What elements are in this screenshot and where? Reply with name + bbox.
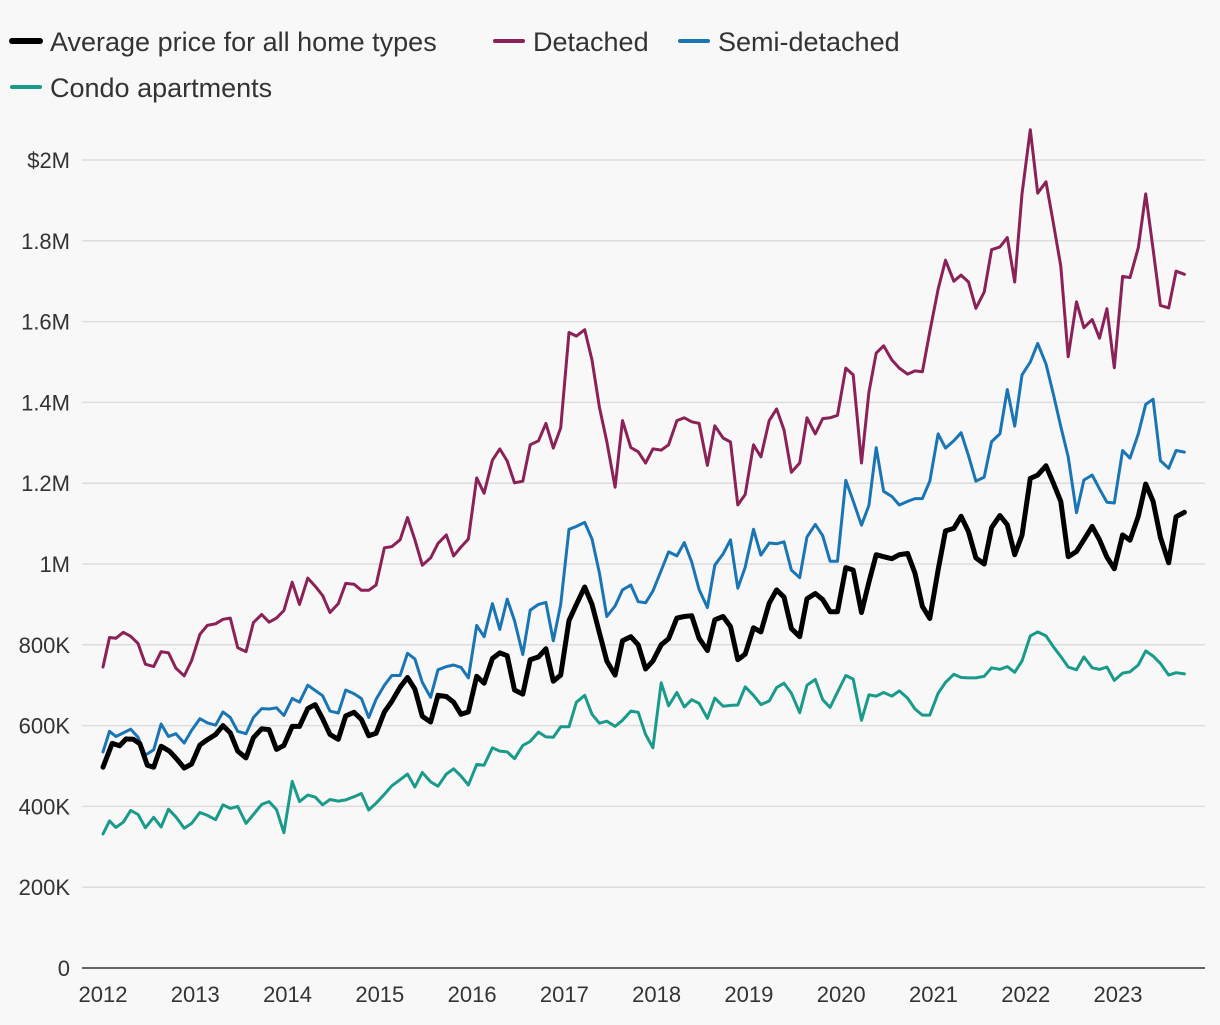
x-tick-label-2021: 2021 [909,982,958,1007]
y-tick-label-1m: 1M [39,552,70,577]
x-tick-label-2015: 2015 [355,982,404,1007]
y-tick-label-800k: 800K [19,633,71,658]
series-lines [100,128,1187,836]
y-tick-label-400k: 400K [19,794,71,819]
x-tick-label-2014: 2014 [263,982,312,1007]
x-tick-label-2016: 2016 [448,982,497,1007]
x-tick-label-2019: 2019 [724,982,773,1007]
series-line-detached [101,128,1186,678]
y-tick-label-1-8m: 1.8M [21,229,70,254]
legend-label-semi-detached: Semi-detached [718,27,900,57]
legend-item-condo-apartments: Condo apartments [10,73,272,103]
x-tick-label-2017: 2017 [540,982,589,1007]
x-tick-label-2018: 2018 [632,982,681,1007]
legend-item-average-price-for-all-home-types: Average price for all home types [9,27,437,57]
y-tick-label-600k: 600K [19,714,71,739]
x-tick-label-2022: 2022 [1001,982,1050,1007]
x-tick-label-2013: 2013 [171,982,220,1007]
series-line-semi-detached [101,341,1186,757]
y-tick-label-2m: $2M [27,148,70,173]
legend-item-detached: Detached [493,27,649,57]
x-tick-label-2020: 2020 [817,982,866,1007]
x-tick-label-2023: 2023 [1094,982,1143,1007]
legend-item-semi-detached: Semi-detached [678,27,900,57]
legend-label-average-price-for-all-home-types: Average price for all home types [50,27,437,57]
y-tick-label-1-4m: 1.4M [21,390,70,415]
axes: 0 200K 400K 600K 800K 1M 1.2M 1.4M 1.6M 1.8M $2M 20… [19,148,1205,1007]
y-tick-label-1-2m: 1.2M [21,471,70,496]
series-line-average-price-for-all-home-types [100,463,1187,771]
y-tick-label-0: 0 [58,956,70,981]
series-line-condo-apartments [101,630,1186,836]
y-tick-label-200k: 200K [19,875,71,900]
y-tick-label-1-6m: 1.6M [21,310,70,335]
legend-label-condo-apartments: Condo apartments [50,73,272,103]
legend-label-detached: Detached [533,27,649,57]
x-tick-label-2012: 2012 [79,982,128,1007]
legend: Average price for all home types Detached… [9,27,900,103]
gridlines [82,159,1205,888]
